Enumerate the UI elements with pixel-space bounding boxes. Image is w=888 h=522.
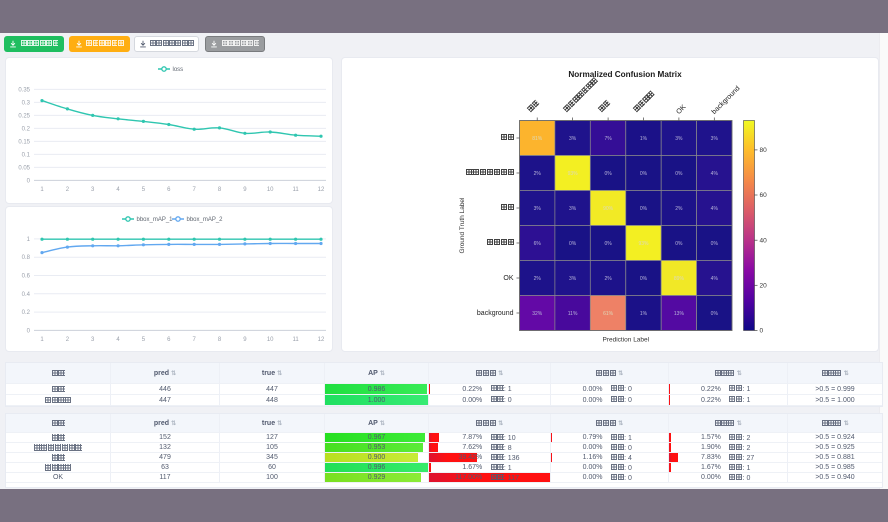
svg-text:10: 10 (267, 187, 274, 193)
svg-text:0: 0 (27, 328, 31, 334)
svg-text:8: 8 (218, 337, 222, 343)
svg-text:4%: 4% (711, 171, 719, 177)
svg-text:0%: 0% (604, 171, 612, 177)
svg-text:0: 0 (760, 328, 764, 335)
svg-text:0.3: 0.3 (22, 100, 31, 106)
svg-text:2%: 2% (534, 276, 542, 282)
svg-text:0.6: 0.6 (22, 274, 31, 280)
svg-text:3: 3 (91, 337, 95, 343)
svg-text:0%: 0% (569, 241, 577, 247)
svg-text:0%: 0% (675, 171, 683, 177)
svg-text:Prediction Label: Prediction Label (602, 337, 649, 344)
svg-text:0%: 0% (604, 241, 612, 247)
svg-text:6%: 6% (534, 241, 542, 247)
svg-text:3%: 3% (534, 206, 542, 212)
svg-text:9: 9 (243, 187, 247, 193)
svg-text:0.2: 0.2 (22, 310, 31, 316)
svg-text:0.4: 0.4 (22, 292, 31, 298)
svg-text:0.05: 0.05 (18, 165, 30, 171)
svg-text:80: 80 (760, 147, 768, 154)
svg-text:2%: 2% (675, 206, 683, 212)
svg-text:0%: 0% (640, 276, 648, 282)
svg-text:60: 60 (760, 192, 768, 199)
svg-text:13%: 13% (674, 311, 685, 317)
svg-text:0.1: 0.1 (22, 152, 31, 158)
svg-text:11: 11 (292, 187, 299, 193)
svg-text:2: 2 (66, 337, 70, 343)
svg-text:0%: 0% (640, 206, 648, 212)
svg-text:3: 3 (91, 187, 95, 193)
svg-text:4%: 4% (711, 276, 719, 282)
svg-text:OK: OK (503, 275, 513, 282)
svg-text:0%: 0% (675, 241, 683, 247)
svg-text:90%: 90% (603, 206, 614, 212)
svg-text:11: 11 (292, 337, 299, 343)
svg-text:7: 7 (193, 337, 197, 343)
svg-text:2%: 2% (534, 171, 542, 177)
svg-text:0%: 0% (640, 171, 648, 177)
svg-text:3%: 3% (711, 136, 719, 142)
svg-text:1%: 1% (640, 136, 648, 142)
svg-text:1: 1 (27, 237, 31, 243)
svg-text:0%: 0% (711, 241, 719, 247)
svg-text:5: 5 (142, 187, 146, 193)
svg-text:0.8: 0.8 (22, 255, 31, 261)
svg-text:4%: 4% (711, 206, 719, 212)
svg-text:0.35: 0.35 (18, 87, 30, 93)
svg-text:7: 7 (193, 187, 197, 193)
svg-text:Ground Truth Label: Ground Truth Label (459, 197, 466, 254)
svg-text:1: 1 (40, 337, 44, 343)
svg-text:12: 12 (318, 187, 325, 193)
svg-text:3%: 3% (675, 136, 683, 142)
svg-text:0%: 0% (711, 311, 719, 317)
svg-text:6: 6 (167, 187, 171, 193)
svg-text:0.15: 0.15 (18, 139, 30, 145)
svg-text:6: 6 (167, 337, 171, 343)
svg-text:61%: 61% (603, 311, 614, 317)
svg-text:3%: 3% (569, 136, 577, 142)
svg-text:93%: 93% (568, 171, 579, 177)
svg-text:2%: 2% (604, 276, 612, 282)
svg-text:background: background (477, 310, 514, 317)
svg-text:4: 4 (116, 187, 120, 193)
svg-text:0.25: 0.25 (18, 113, 30, 119)
svg-text:OK: OK (675, 104, 687, 116)
svg-text:3%: 3% (569, 276, 577, 282)
svg-text:20: 20 (760, 283, 768, 290)
svg-text:0: 0 (27, 178, 31, 184)
svg-text:93%: 93% (638, 241, 649, 247)
svg-text:7%: 7% (604, 136, 612, 142)
svg-text:10: 10 (267, 337, 274, 343)
svg-text:background: background (711, 85, 742, 116)
svg-text:2: 2 (66, 187, 70, 193)
svg-text:32%: 32% (532, 311, 543, 317)
svg-text:1: 1 (40, 187, 44, 193)
svg-text:8: 8 (218, 187, 222, 193)
svg-text:3%: 3% (569, 206, 577, 212)
svg-text:5: 5 (142, 337, 146, 343)
svg-text:12: 12 (318, 337, 325, 343)
svg-text:1%: 1% (640, 311, 648, 317)
svg-text:Normalized Confusion Matrix: Normalized Confusion Matrix (568, 70, 682, 79)
svg-text:9: 9 (243, 337, 247, 343)
svg-text:89%: 89% (674, 276, 685, 282)
svg-text:81%: 81% (532, 136, 543, 142)
svg-text:loss: loss (173, 67, 184, 73)
svg-text:4: 4 (116, 337, 120, 343)
svg-text:11%: 11% (568, 311, 578, 317)
svg-text:bbox_mAP_2: bbox_mAP_2 (187, 217, 224, 223)
svg-text:40: 40 (760, 237, 768, 244)
svg-text:0.2: 0.2 (22, 126, 31, 132)
svg-text:bbox_mAP_1: bbox_mAP_1 (137, 217, 174, 223)
